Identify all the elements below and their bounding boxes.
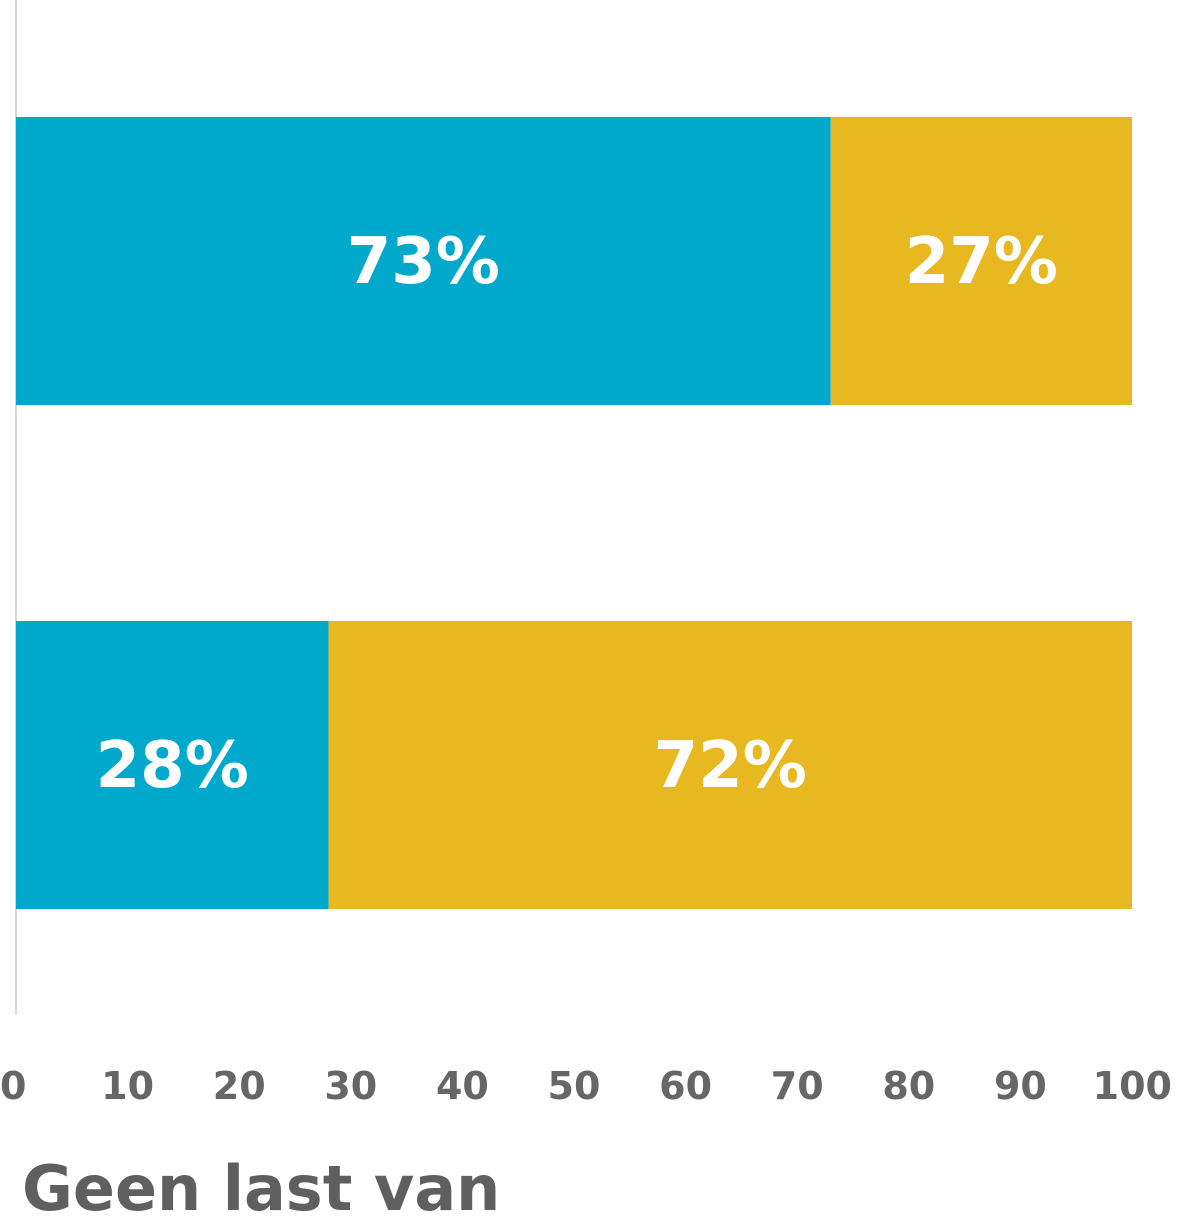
x-tick-label-100: 100 [1093,1064,1172,1108]
x-tick-label-10: 10 [101,1064,154,1108]
legend-label: Geen last van [22,1152,500,1218]
data-label-row2-series2: 72% [654,729,807,803]
x-tick-label-50: 50 [548,1064,601,1108]
x-axis-ticks: 0 10 20 30 40 50 60 70 80 90 100 [0,1064,1172,1108]
data-label-row1-series1: 73% [347,225,500,299]
x-tick-label-60: 60 [659,1064,712,1108]
x-tick-label-70: 70 [771,1064,824,1108]
x-tick-label-20: 20 [213,1064,266,1108]
bar-segment-row2-series2 [328,621,1133,909]
bar-segment-row2-series1 [16,621,329,909]
x-tick-label-0: 0 [0,1064,26,1108]
x-tick-label-80: 80 [882,1064,935,1108]
bars-group: 73% 27% 28% 72% [16,117,1133,909]
bar-segment-row1-series2 [830,117,1132,405]
data-label-row1-series2: 27% [905,225,1058,299]
x-tick-label-30: 30 [324,1064,377,1108]
data-label-row2-series1: 28% [96,729,249,803]
bar-segment-row1-series1 [16,117,831,405]
x-tick-label-90: 90 [994,1064,1047,1108]
x-tick-label-40: 40 [436,1064,489,1108]
